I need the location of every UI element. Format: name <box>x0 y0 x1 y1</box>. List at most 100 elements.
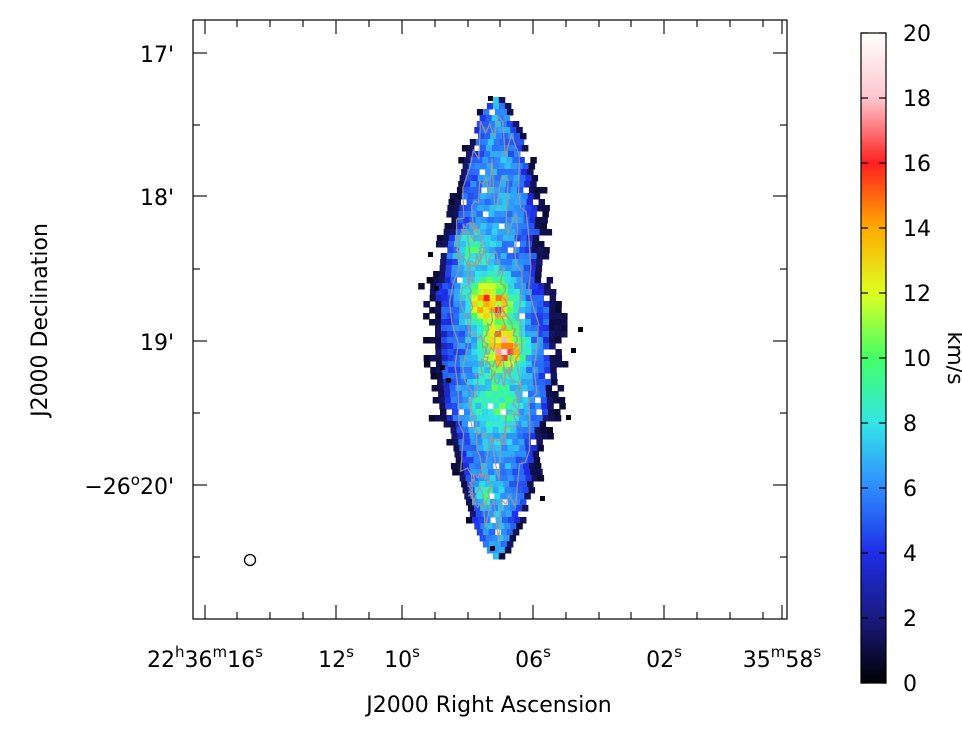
velocity-pixel <box>458 181 465 188</box>
velocity-pixel <box>506 529 514 536</box>
velocity-pixel <box>543 289 551 296</box>
velocity-pixel <box>418 283 425 290</box>
velocity-pixel <box>537 445 544 452</box>
velocity-pixel <box>436 367 443 374</box>
velocity-pixel <box>464 415 472 422</box>
velocity-pixel <box>470 439 477 446</box>
velocity-pixel <box>509 421 517 428</box>
velocity-pixel <box>518 409 525 416</box>
velocity-pixel <box>446 253 454 260</box>
velocity-pixel <box>477 175 485 182</box>
velocity-pixel <box>483 343 490 350</box>
velocity-pixel <box>528 187 536 194</box>
contour-line <box>467 354 521 446</box>
velocity-pixel <box>458 415 466 422</box>
velocity-pixel <box>452 259 459 266</box>
velocity-pixel <box>533 421 541 428</box>
velocity-pixel <box>477 289 485 296</box>
velocity-pixel <box>440 365 445 370</box>
velocity-pixel <box>491 421 499 428</box>
velocity-pixel <box>494 409 501 416</box>
velocity-pixel <box>488 439 495 446</box>
velocity-pixel <box>458 157 465 164</box>
velocity-pixel <box>515 457 523 464</box>
velocity-pixel <box>483 337 490 344</box>
velocity-pixel <box>496 517 503 524</box>
velocity-pixel <box>476 409 483 416</box>
velocity-pixel <box>498 103 506 110</box>
velocity-pixel <box>466 517 473 524</box>
velocity-pixel <box>526 451 533 458</box>
velocity-pixel <box>531 343 538 350</box>
velocity-pixel <box>478 283 485 290</box>
velocity-pixel <box>521 481 528 488</box>
velocity-pixel <box>471 295 479 302</box>
velocity-pixel <box>486 127 493 134</box>
y-tick-labels: 17' 18' 19' −26o20' <box>84 43 174 500</box>
velocity-pixel <box>430 283 437 290</box>
velocity-pixel <box>494 439 501 446</box>
velocity-pixel <box>533 457 541 464</box>
velocity-pixel <box>549 361 557 368</box>
velocity-pixel <box>519 175 527 182</box>
velocity-pixel <box>498 427 505 434</box>
velocity-pixel <box>473 481 480 488</box>
velocity-pixel <box>545 229 553 236</box>
velocity-pixel <box>449 421 457 428</box>
velocity-pixel <box>489 445 496 452</box>
velocity-pixel <box>444 277 452 284</box>
velocity-pixel <box>453 445 460 452</box>
velocity-pixel <box>532 367 539 374</box>
velocity-pixel <box>478 235 486 242</box>
velocity-pixel <box>471 289 479 296</box>
velocity-pixel <box>474 163 482 170</box>
velocity-pixel <box>527 481 534 488</box>
velocity-pixel <box>452 439 459 446</box>
velocity-pixel <box>517 217 524 224</box>
velocity-pixel <box>517 265 525 272</box>
velocity-pixel <box>501 175 509 182</box>
velocity-pixel <box>507 331 514 338</box>
velocity-pixel <box>571 348 576 353</box>
velocity-pixel <box>508 517 515 524</box>
velocity-pixel <box>561 313 568 320</box>
velocity-pixel <box>466 151 473 158</box>
velocity-pixel <box>535 271 542 278</box>
velocity-pixel <box>549 295 557 302</box>
velocity-pixel <box>470 469 477 476</box>
velocity-pixel <box>513 247 520 254</box>
velocity-pixel <box>552 391 559 398</box>
velocity-pixel <box>512 409 519 416</box>
velocity-pixel <box>481 511 489 518</box>
velocity-pixel <box>506 541 514 548</box>
velocity-pixel <box>506 211 513 218</box>
velocity-pixel <box>545 385 553 392</box>
velocity-pixel <box>482 121 490 128</box>
velocity-pixel <box>499 217 506 224</box>
velocity-pixel <box>493 217 500 224</box>
velocity-pixel <box>478 151 485 158</box>
velocity-pixel <box>542 211 549 218</box>
velocity-pixel <box>488 259 495 266</box>
velocity-pixel <box>507 307 514 314</box>
velocity-pixel <box>485 379 492 386</box>
velocity-pixel <box>513 295 521 302</box>
velocity-pixel <box>539 385 547 392</box>
velocity-pixel <box>502 235 510 242</box>
velocity-pixel <box>483 205 490 212</box>
velocity-pixel <box>516 277 524 284</box>
velocity-pixel <box>512 439 519 446</box>
velocity-pixel <box>525 361 533 368</box>
velocity-pixel <box>447 343 454 350</box>
velocity-pixel <box>447 331 454 338</box>
velocity-pixel <box>479 457 487 464</box>
velocity-pixel <box>525 247 532 254</box>
velocity-pixel <box>486 223 493 230</box>
velocity-pixel <box>457 271 464 278</box>
velocity-pixel <box>423 355 431 362</box>
velocity-pixel <box>522 463 530 470</box>
velocity-pixel <box>521 505 529 512</box>
velocity-pixel <box>500 109 508 116</box>
velocity-pixel <box>505 217 512 224</box>
velocity-pixel <box>432 277 440 284</box>
